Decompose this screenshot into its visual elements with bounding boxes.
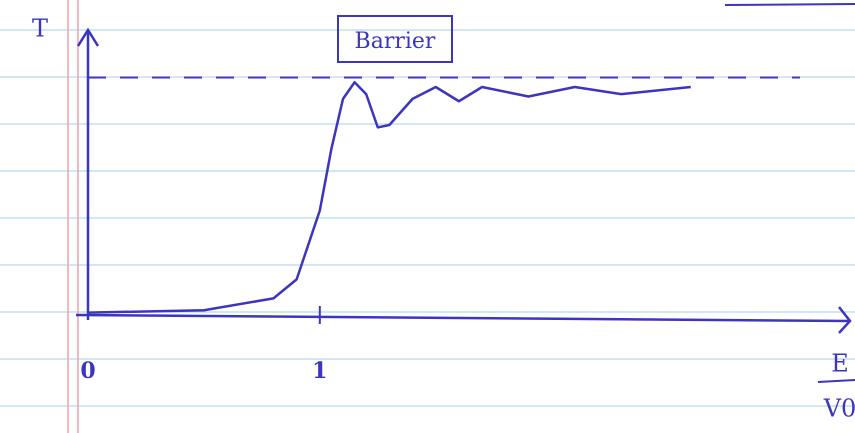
x-axis [75,313,851,323]
y-axis-arrow [76,27,100,47]
x-tick-label: 1 [312,358,327,384]
x-label-numerator: E [831,350,849,378]
data-line [87,81,691,314]
annotation-box [337,15,453,63]
x-axis-arrow [838,306,852,334]
annotation: Barrier [355,29,436,54]
y-axis-label: T [32,15,48,43]
fraction-bar [817,379,855,383]
x-label-denominator: V0 [823,395,855,423]
x-tick-label: 0 [80,358,95,384]
